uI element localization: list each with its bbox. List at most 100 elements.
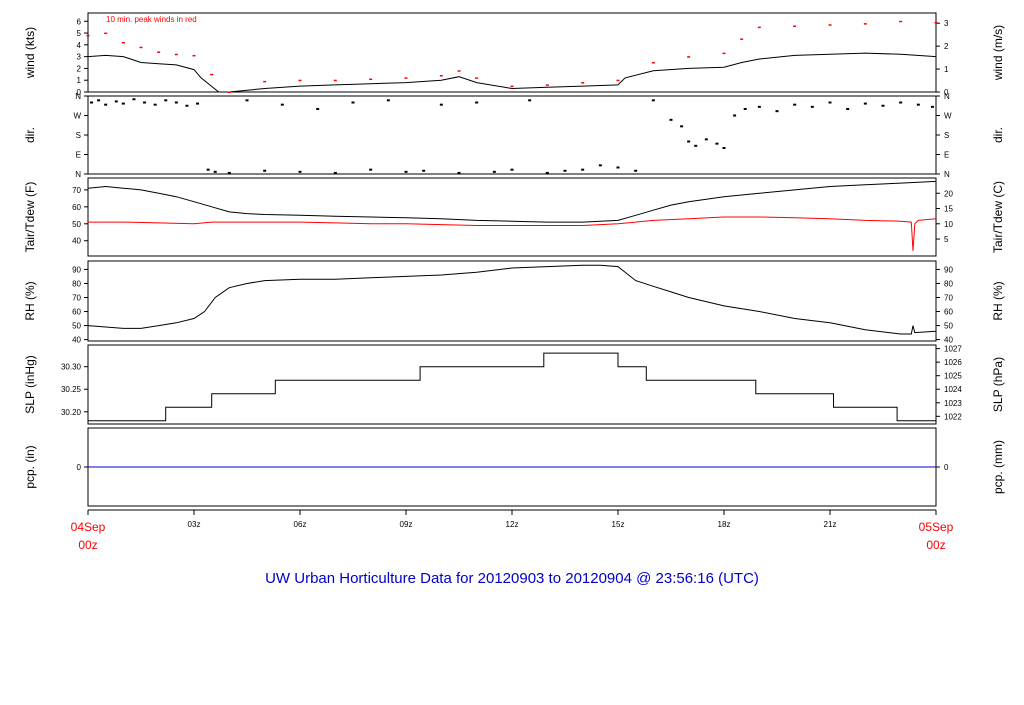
wind-ytick-label-right: 2: [944, 42, 949, 51]
wind-ytick-label-left: 5: [77, 29, 82, 38]
dir-point: [775, 110, 779, 113]
dir-point: [669, 118, 673, 121]
dir-point: [881, 104, 885, 107]
wind-peak-point: [298, 79, 302, 82]
temp-frame: [87, 177, 937, 257]
slp-ytick-label-right: 1027: [944, 345, 962, 354]
dir-ytick-label-left: S: [76, 131, 81, 140]
wind-peak-point: [333, 79, 337, 82]
temp-ylabel-right: Tair/Tdew (C): [991, 181, 1005, 253]
pcp-ylabel: pcp. (in): [23, 445, 37, 488]
pcp-ylabel-right: pcp. (mm): [991, 440, 1005, 494]
dir-point: [545, 171, 549, 174]
temp-ytick-label-left: 40: [72, 237, 81, 246]
wind-ytick-label-left: 6: [77, 17, 82, 26]
wind-peak-point: [139, 46, 143, 49]
wind-peak-point: [510, 85, 514, 88]
pcp-ytick-label-right: 0: [944, 463, 949, 472]
dir-point: [174, 101, 178, 104]
wind-peak-point: [104, 32, 108, 35]
temp-ytick-label-right: 20: [944, 189, 953, 198]
dir-point: [213, 170, 217, 173]
wind-peak-point: [210, 73, 214, 76]
dir-point: [743, 108, 747, 110]
dir-ytick-label-left: N: [75, 170, 81, 179]
wind-ytick-label-left: 1: [77, 76, 82, 85]
time-tick-label: 09z: [400, 520, 413, 529]
rh-ytick-label-right: 70: [944, 293, 953, 302]
dir-point: [90, 101, 94, 104]
dir-point: [492, 170, 496, 173]
dir-point: [153, 103, 157, 106]
dir-point: [916, 103, 920, 106]
temp-ytick-label-right: 5: [944, 235, 949, 244]
wind-peak-point: [227, 91, 231, 93]
dir-point: [651, 99, 655, 102]
wind-peak-point: [369, 78, 373, 81]
rh-ytick-label-right: 60: [944, 308, 953, 317]
dir-point: [333, 171, 337, 174]
wind-ytick-label-left: 2: [77, 64, 82, 73]
wind-ytick-label-left: 3: [77, 53, 82, 62]
temp-Tair-line: [87, 180, 937, 223]
dir-point: [793, 103, 797, 106]
dir-point: [563, 169, 567, 172]
dir-point: [386, 99, 390, 102]
wind-peak-point: [263, 80, 267, 83]
wind-peak-point: [475, 77, 479, 79]
wind-peak-point: [174, 53, 178, 56]
wind-peak-point: [793, 25, 797, 27]
dir-point: [680, 125, 684, 128]
slp-ylabel: SLP (inHg): [23, 355, 37, 413]
dir-ytick-label-left: E: [76, 151, 81, 160]
temp-ylabel: Tair/Tdew (F): [23, 182, 37, 253]
dir-point: [104, 103, 108, 106]
temp-ytick-label-left: 50: [72, 220, 81, 229]
time-tick-label: 18z: [718, 520, 731, 529]
slp-ytick-label-right: 1026: [944, 358, 962, 367]
slp-ytick-label-left: 30.20: [61, 408, 82, 417]
wind-peak-point: [722, 52, 726, 55]
wind-peak-point: [545, 84, 549, 86]
dir-point: [245, 99, 249, 102]
dir-ytick-label-right: S: [944, 131, 949, 140]
dir-ytick-label-right: N: [944, 170, 950, 179]
dir-point: [722, 147, 726, 149]
wind-peak-point: [192, 54, 196, 57]
time-tick-label: 21z: [824, 520, 837, 529]
wind-peak-point: [404, 77, 408, 79]
dir-ytick-label-right: N: [944, 92, 950, 101]
dir-ylabel: dir.: [23, 127, 37, 143]
rh-rh-line: [87, 264, 937, 335]
slp-ytick-label-right: 1024: [944, 385, 962, 394]
rh-frame: [87, 260, 937, 342]
time-tick-label: 06z: [294, 520, 307, 529]
dir-point: [510, 168, 514, 171]
temp-ytick-label-left: 70: [72, 186, 81, 195]
dir-point: [164, 99, 168, 102]
dir-ytick-label-left: W: [73, 112, 81, 121]
wind-peak-point: [740, 38, 744, 40]
dir-point: [733, 114, 737, 117]
dir-point: [143, 101, 147, 104]
wind-ylabel-right: wind (m/s): [991, 25, 1005, 81]
wind-peak-point: [687, 56, 691, 58]
dir-point: [121, 102, 125, 105]
dir-point: [316, 108, 320, 110]
dir-point: [196, 102, 200, 105]
page-title: UW Urban Horticulture Data for 20120903 …: [265, 570, 759, 587]
dir-point: [404, 170, 408, 173]
rh-ytick-label-left: 60: [72, 308, 81, 317]
dir-point: [634, 169, 638, 172]
temp-ytick-label-right: 10: [944, 220, 953, 229]
wind-peak-point: [121, 41, 125, 44]
dir-point: [351, 101, 355, 104]
dir-ylabel-right: dir.: [991, 127, 1005, 143]
dir-point: [930, 105, 934, 108]
dir-point: [828, 101, 832, 104]
dir-point: [298, 170, 302, 173]
wind-peak-point: [828, 24, 832, 26]
wind-peak-point: [616, 79, 620, 82]
dir-point: [694, 144, 698, 147]
